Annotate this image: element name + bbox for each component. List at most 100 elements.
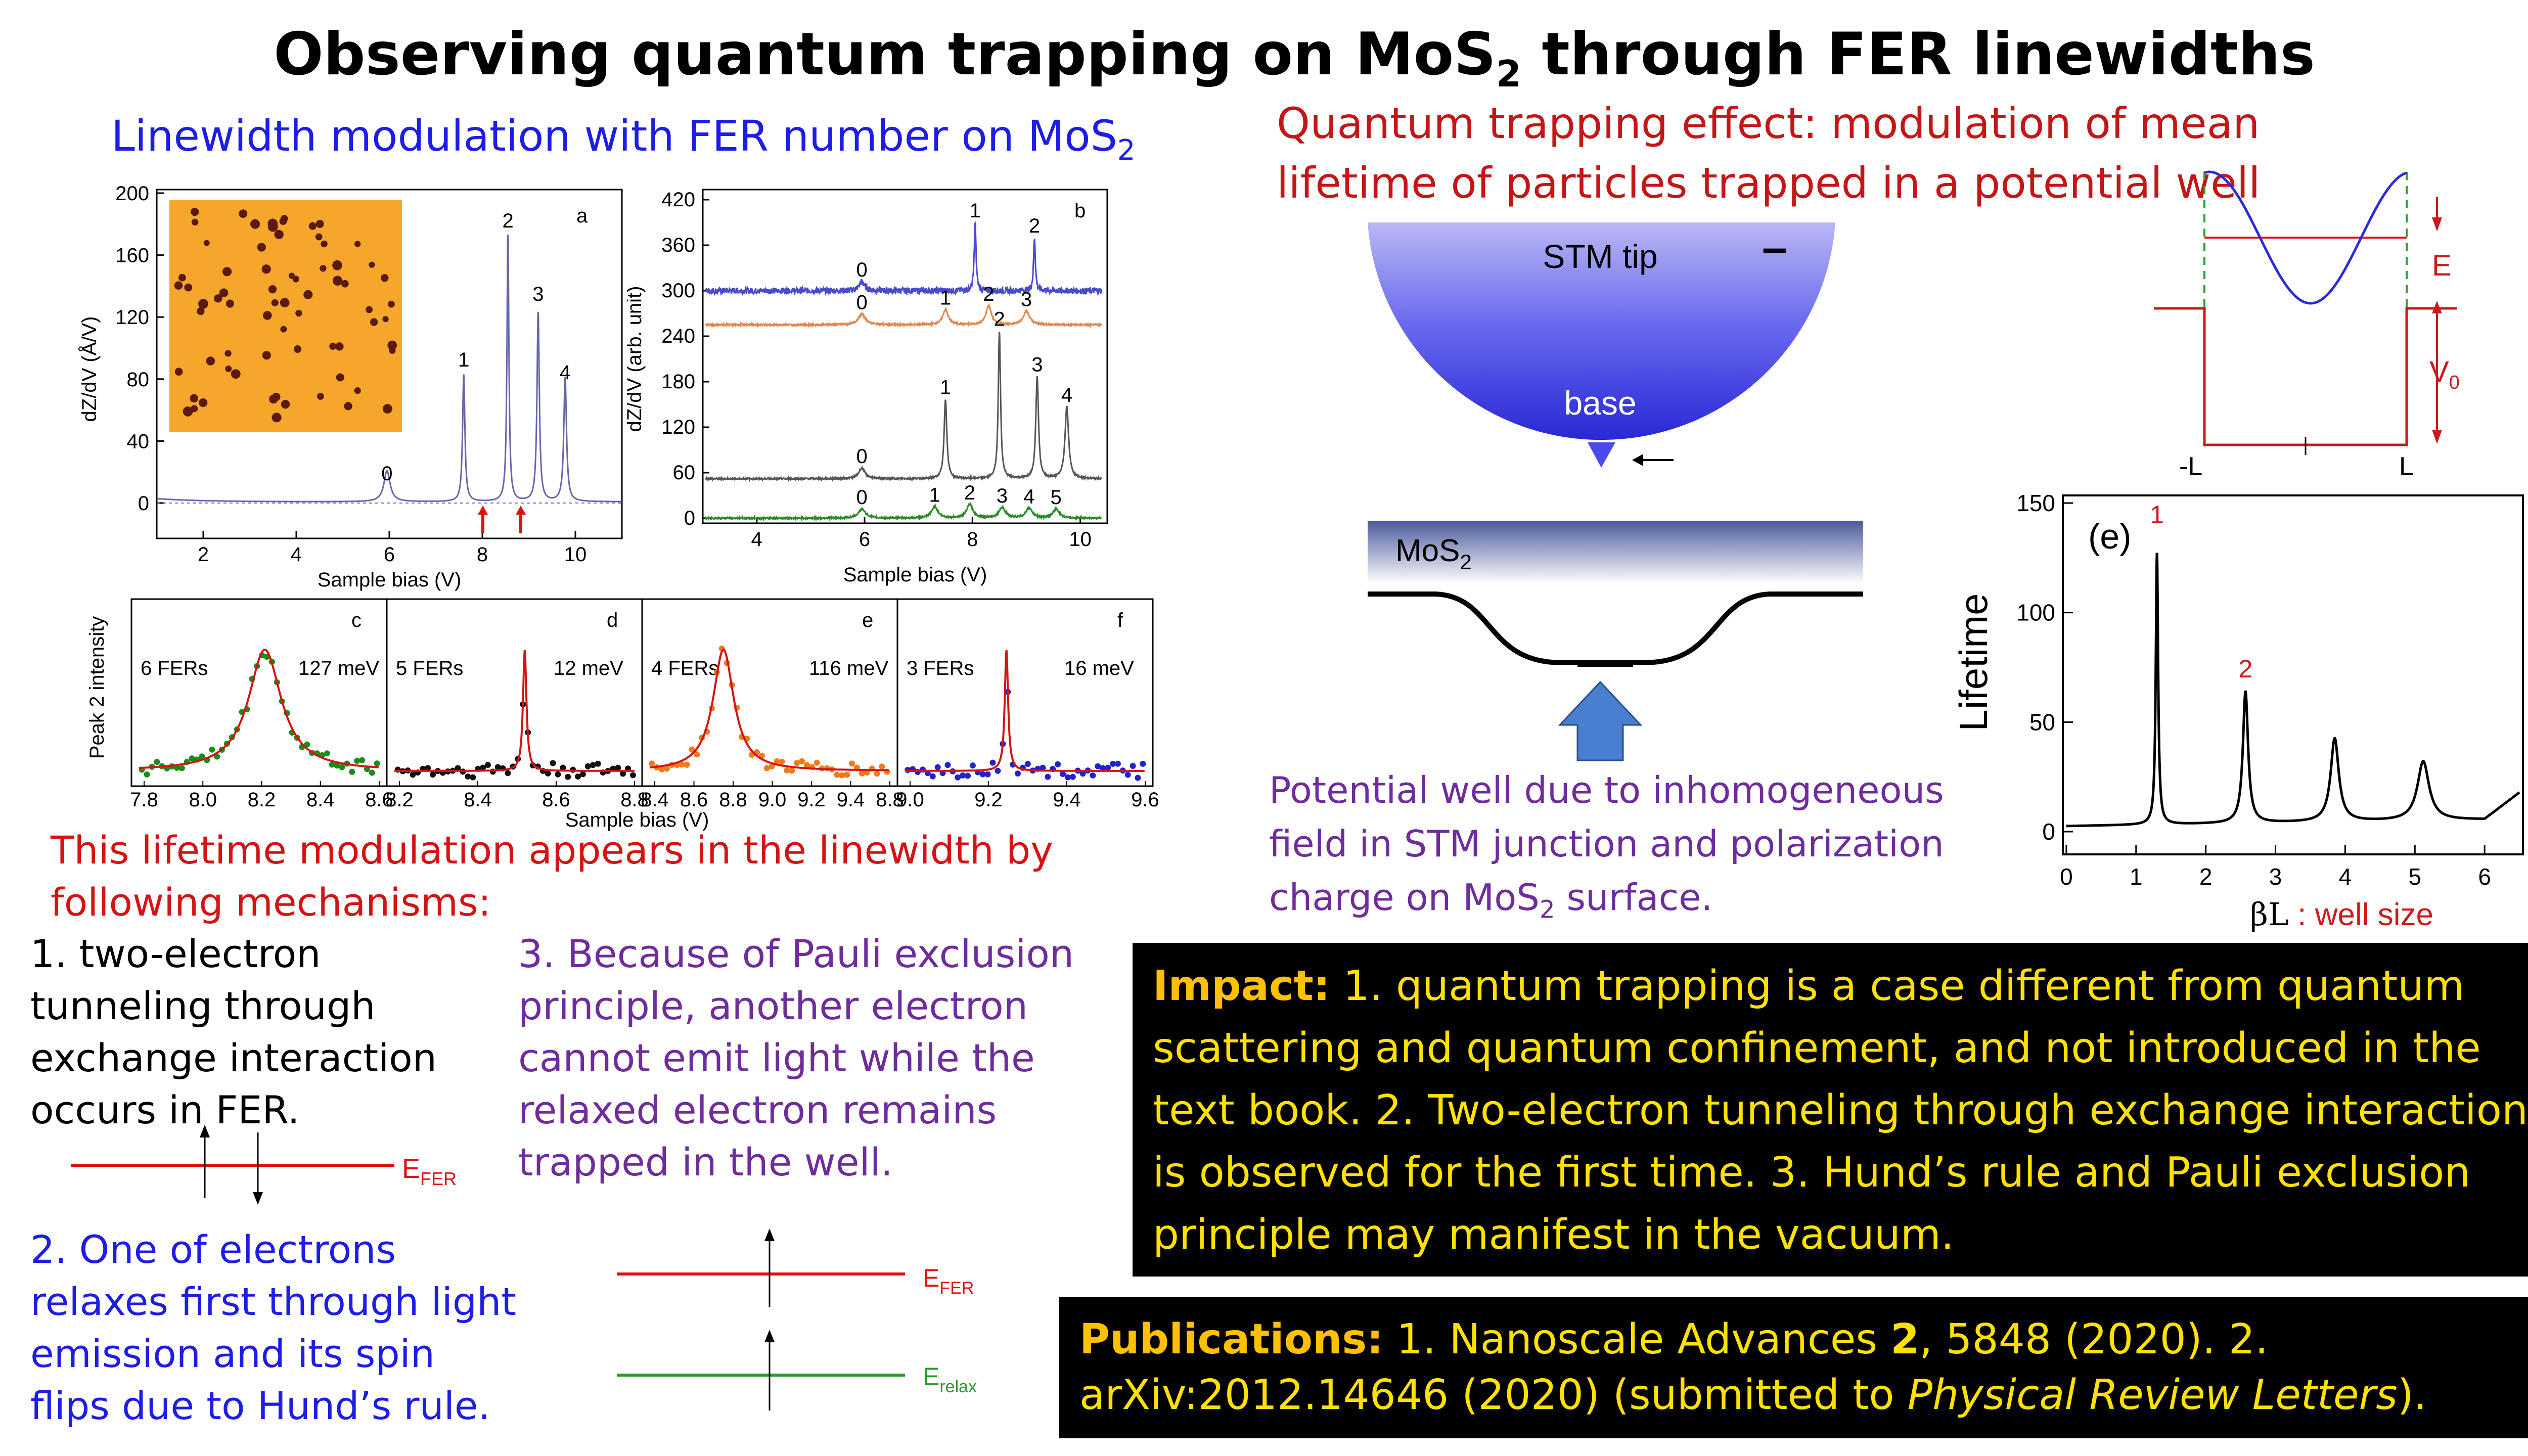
panel-b-peak-label: 1 <box>940 287 951 309</box>
data-point <box>803 762 810 768</box>
inset-dot <box>261 264 271 274</box>
impact-box: Impact: 1. quantum trapping is a case di… <box>1133 943 2528 1277</box>
data-point <box>349 768 355 775</box>
data-point <box>550 760 556 766</box>
small-panel-xtick: 8.4 <box>641 789 669 811</box>
panel-d: d 5 FERs 12 meV 8.2 8.4 8.6 8.8 <box>385 598 649 811</box>
inset-dot <box>335 342 344 351</box>
small-panel-xtick: 8.8 <box>620 789 649 811</box>
panel-f: f 3 FERs 16 meV 9.0 9.2 9.4 9.6 <box>896 598 1159 811</box>
inset-dot <box>274 230 284 239</box>
panel-a-xtick: 10 <box>564 543 587 566</box>
panel-a-peak-label: 0 <box>381 463 392 485</box>
panel-b-xtick: 4 <box>751 528 762 551</box>
lifetime-ytick: 150 <box>2016 490 2055 516</box>
inset-dot <box>239 209 248 218</box>
data-point <box>1045 774 1051 780</box>
panel-b-peak-label: 3 <box>1021 289 1032 311</box>
inset-dot <box>341 280 349 288</box>
data-point <box>555 771 561 778</box>
data-point <box>944 762 951 768</box>
panel-a-peak-label: 4 <box>560 361 571 384</box>
data-point <box>545 770 551 777</box>
fit-curve <box>905 650 1145 772</box>
data-point <box>565 774 571 780</box>
inset-dot <box>344 402 352 411</box>
data-point <box>615 764 621 771</box>
data-point <box>189 755 195 762</box>
inset-dot <box>387 300 395 308</box>
data-point <box>799 758 805 764</box>
lifetime-panel-label: (e) <box>2088 517 2132 556</box>
data-point <box>1100 765 1106 771</box>
data-point <box>505 770 511 777</box>
data-point <box>465 773 471 780</box>
panel-b-ytick: 420 <box>661 189 695 211</box>
lifetime-xlabel: βL : well size <box>2250 896 2433 933</box>
panel-b-peak-label: 0 <box>856 445 868 468</box>
small-panel-xtick: 7.8 <box>130 789 158 811</box>
panel-b-ytick: 0 <box>684 507 695 529</box>
data-point <box>620 770 626 777</box>
data-point <box>354 758 360 764</box>
panel-b-peak-label: 2 <box>964 482 975 504</box>
data-point <box>1069 774 1076 780</box>
data-point <box>684 761 690 768</box>
data-point <box>1114 760 1121 767</box>
data-point <box>663 765 670 772</box>
small-panel-xtick: 8.6 <box>542 789 570 811</box>
inset-dot <box>280 326 287 333</box>
data-point <box>839 772 845 779</box>
data-point <box>844 771 850 778</box>
inset-dot <box>370 318 378 326</box>
panel-a-ytick: 120 <box>115 306 149 329</box>
data-point <box>794 760 800 766</box>
small-panel-xtick: 9.0 <box>758 789 787 811</box>
inset-dot <box>329 342 337 350</box>
data-point <box>1130 763 1136 769</box>
linewidth-label: 16 meV <box>1064 657 1134 679</box>
mos2-label: MoS2 <box>1395 533 1472 574</box>
inset-dot <box>315 233 323 241</box>
data-point <box>154 759 160 765</box>
panel-a-peak-label: 3 <box>532 283 544 305</box>
stm-tip-shape <box>1368 222 1835 440</box>
lifetime-xtick: 4 <box>2339 863 2352 890</box>
inset-dot <box>190 394 199 403</box>
small-panel-xtick: 9.4 <box>1053 789 1081 811</box>
inset-dot <box>183 406 193 417</box>
panel-b-peak-label: 5 <box>1051 486 1062 509</box>
data-point <box>369 769 375 776</box>
efer-level-diagram: EFER <box>71 1125 457 1205</box>
inset-dot <box>272 413 282 423</box>
fer-count-label: 3 FERs <box>907 657 974 679</box>
inset-dot <box>281 400 290 409</box>
stm-tip-label: STM tip <box>1543 238 1657 275</box>
small-panel-xtick: 8.0 <box>189 789 217 811</box>
panel-a-xtick: 2 <box>198 543 209 566</box>
inset-dot <box>271 299 279 306</box>
inset-dot <box>354 241 361 247</box>
erelax-label: Erelax <box>923 1362 977 1396</box>
panel-a-ytick: 80 <box>127 369 150 391</box>
lifetime-plot: Lifetime (e) 150 100 50 0 0 1 2 3 4 5 6 1 2 βL : w… <box>1951 490 2524 933</box>
data-point <box>494 764 501 770</box>
panel-b-ylabel: dZ/dV (arb. unit) <box>627 286 646 432</box>
panel-b-peak-label: 0 <box>856 259 868 281</box>
data-point <box>199 753 205 760</box>
data-point <box>359 757 366 763</box>
inset-dot <box>332 260 342 270</box>
data-point <box>789 767 795 774</box>
small-panels-ylabel: Peak 2 intensity <box>86 616 108 759</box>
panel-letter: e <box>862 609 873 631</box>
inset-dot <box>280 298 290 308</box>
inset-dot <box>317 393 324 400</box>
inset-dot <box>203 240 210 246</box>
lifetime-peak-label: 1 <box>2150 500 2164 529</box>
lifetime-xtick: 3 <box>2269 863 2282 890</box>
l-label: L <box>2399 452 2414 481</box>
inset-dot <box>369 261 375 268</box>
inset-dot <box>380 274 389 282</box>
panel-e: e 4 FERs 116 meV 8.4 8.6 8.8 9.0 9.2 9.4 8.8 <box>641 598 904 811</box>
lifetime-xtick: 5 <box>2408 863 2421 890</box>
